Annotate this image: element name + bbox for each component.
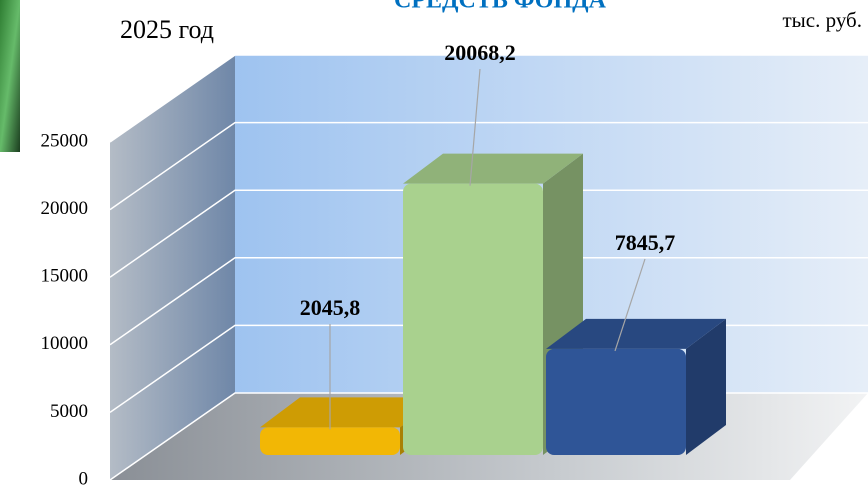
y-tick-label: 15000 xyxy=(41,266,89,287)
bar-top xyxy=(403,153,583,184)
y-tick-label: 10000 xyxy=(41,333,89,354)
leader-line xyxy=(469,68,481,186)
value-label: 7845,7 xyxy=(615,230,676,255)
unit-label: тыс. руб. xyxy=(783,8,863,32)
y-tick-label: 25000 xyxy=(41,130,89,151)
bar xyxy=(546,318,726,455)
y-tick-label: 20000 xyxy=(41,198,89,219)
y-tick-label: 0 xyxy=(79,468,89,489)
grid-line xyxy=(109,257,868,346)
bar-top xyxy=(260,397,440,428)
bar-front xyxy=(546,348,686,455)
value-label: 20068,2 xyxy=(444,40,516,65)
bar-side xyxy=(686,318,726,455)
grid-line xyxy=(109,54,868,143)
grid-line xyxy=(109,189,868,278)
grid-line xyxy=(109,121,868,211)
value-label: 2045,8 xyxy=(300,295,361,320)
y-tick-label: 5000 xyxy=(50,401,88,422)
bar-front xyxy=(260,427,400,455)
grid xyxy=(109,54,868,481)
bar-front xyxy=(403,183,543,456)
leader-line xyxy=(614,258,646,352)
bar-top xyxy=(546,318,726,349)
decoration xyxy=(0,0,20,152)
subtitle: 2025 год xyxy=(120,15,214,44)
bars xyxy=(260,153,726,456)
chart-title: СРЕДСТВ ФОНДА xyxy=(394,0,607,14)
side-wall xyxy=(110,55,235,480)
